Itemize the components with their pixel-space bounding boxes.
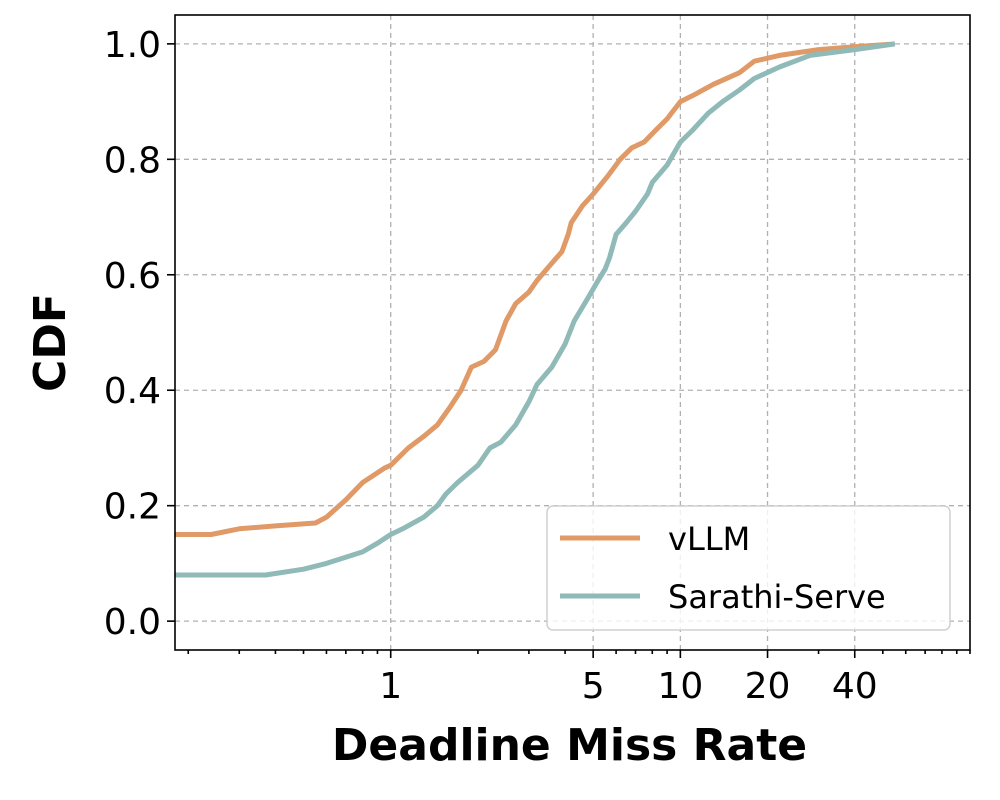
axes-frame [174, 14, 971, 651]
y-tick-label: 1.0 [104, 25, 161, 66]
x-tick-label: 10 [657, 666, 703, 707]
y-tick-label: 0.4 [104, 371, 161, 412]
axis-ticks: 1 5 10 20 40 0.0 0.2 0.4 0.6 0.8 1.0 [104, 25, 971, 707]
x-axis-label: Deadline Miss Rate [332, 720, 807, 771]
x-tick-label: 1 [379, 666, 402, 707]
y-tick-label: 0.2 [104, 487, 161, 528]
y-axis-label: CDF [25, 293, 76, 392]
x-tick-label: 5 [582, 666, 605, 707]
y-tick-label: 0.6 [104, 256, 161, 297]
series-line-sarathi-serve [175, 41, 896, 578]
series-line-vllm [175, 41, 895, 537]
series-lines [175, 41, 896, 578]
legend: vLLM Sarathi-Serve [546, 505, 951, 631]
y-tick-label: 0.8 [104, 140, 161, 181]
legend-box [546, 505, 951, 631]
x-tick-label: 20 [745, 666, 791, 707]
legend-label: Sarathi-Serve [668, 578, 886, 616]
x-tick-label: 40 [832, 666, 878, 707]
y-tick-label: 0.0 [104, 602, 161, 643]
legend-label: vLLM [668, 520, 750, 558]
